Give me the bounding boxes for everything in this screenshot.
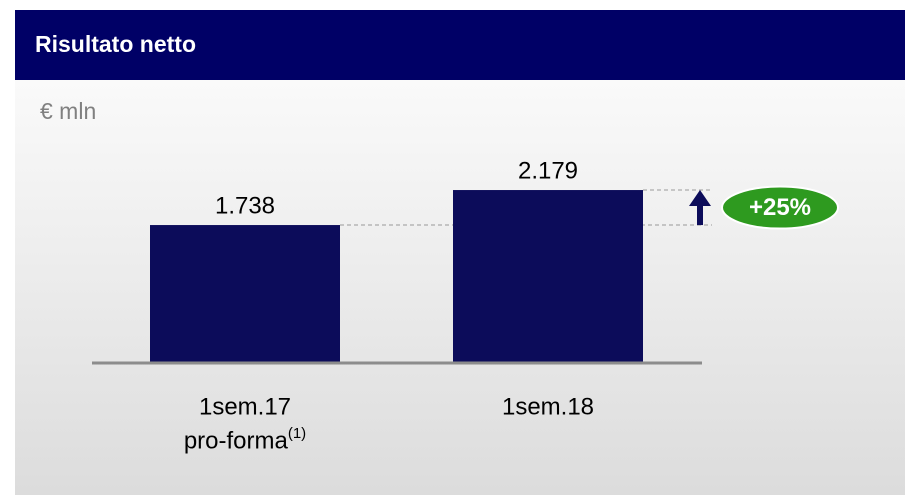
- title-bar: [15, 10, 905, 80]
- subtitle: € mln: [40, 98, 96, 124]
- bar: [453, 190, 643, 363]
- footnote-marker: (1): [288, 425, 306, 442]
- x-tick-label: pro-forma(1): [184, 425, 306, 454]
- chart-title: Risultato netto: [35, 31, 196, 57]
- x-tick-label: 1sem.17: [199, 393, 291, 420]
- annotation: +25%: [749, 194, 811, 221]
- data-label: 1.738: [215, 192, 275, 219]
- x-tick-label: 1sem.18: [502, 393, 594, 420]
- annotation-badge: [721, 185, 839, 230]
- arrow-head: [689, 190, 711, 207]
- data-label: 2.179: [518, 157, 578, 184]
- bar: [150, 225, 340, 363]
